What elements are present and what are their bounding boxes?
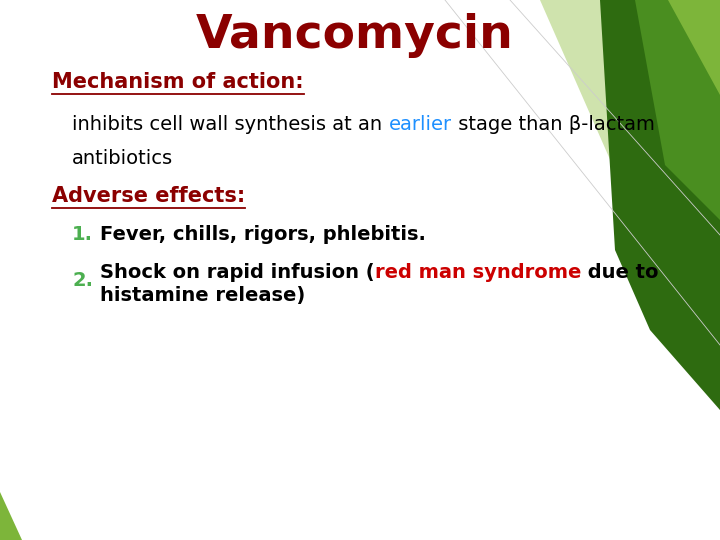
Text: red man syndrome: red man syndrome [374, 262, 581, 281]
Text: stage than β-lactam: stage than β-lactam [451, 116, 654, 134]
Text: Adverse effects:: Adverse effects: [52, 186, 246, 206]
Text: 1.: 1. [72, 225, 93, 244]
Text: Fever, chills, rigors, phlebitis.: Fever, chills, rigors, phlebitis. [100, 225, 426, 244]
Polygon shape [635, 0, 720, 220]
Text: histamine release): histamine release) [100, 286, 305, 305]
Text: earlier: earlier [388, 116, 451, 134]
Polygon shape [668, 0, 720, 95]
Polygon shape [0, 492, 22, 540]
Text: antibiotics: antibiotics [72, 148, 173, 167]
Text: Vancomycin: Vancomycin [196, 12, 514, 57]
Text: Shock on rapid infusion (: Shock on rapid infusion ( [100, 262, 374, 281]
Polygon shape [445, 0, 720, 410]
Text: inhibits cell wall synthesis at an: inhibits cell wall synthesis at an [72, 116, 388, 134]
Polygon shape [600, 0, 720, 410]
Text: Mechanism of action:: Mechanism of action: [52, 72, 304, 92]
Text: 2.: 2. [72, 271, 93, 289]
Text: due to: due to [581, 262, 659, 281]
